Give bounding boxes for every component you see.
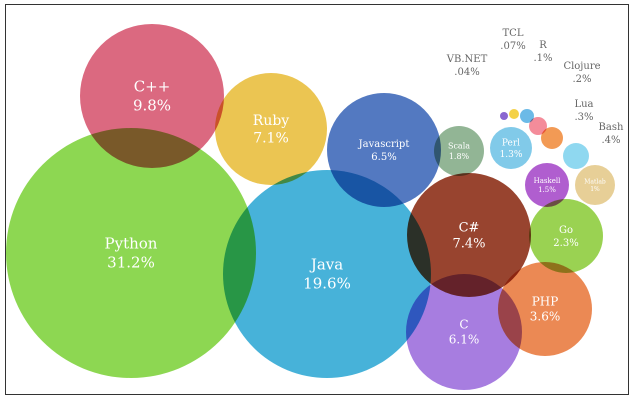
- bubble-label-vb-net: VB.NET: [446, 54, 488, 65]
- bubble-label-c: C: [459, 318, 468, 332]
- bubble-label-perl: Perl: [502, 138, 520, 148]
- bubble-label-python: Python: [105, 235, 158, 253]
- bubble-value-bash: .4%: [601, 135, 620, 146]
- bubble-value-scala: 1.8%: [449, 152, 470, 161]
- bubble-bash: [563, 143, 589, 169]
- bubble-value-perl: 1.3%: [500, 150, 523, 160]
- bubble-haskell: [525, 163, 569, 207]
- bubble-label-ruby: Ruby: [253, 113, 290, 129]
- bubble-value-php: 3.6%: [530, 310, 561, 324]
- bubble-label-java: Java: [309, 256, 343, 274]
- bubble-c: [407, 173, 531, 297]
- bubble-value-clojure: .2%: [572, 74, 591, 85]
- bubble-value-ruby: 7.1%: [253, 131, 289, 147]
- bubble-matlab: [575, 165, 615, 205]
- bubble-label-c: C++: [134, 78, 171, 96]
- bubble-ruby: [215, 73, 327, 185]
- bubble-scala: [434, 126, 484, 176]
- bubble-value-java: 19.6%: [303, 275, 351, 293]
- bubble-label-r: R: [539, 40, 547, 51]
- bubble-label-clojure: Clojure: [563, 61, 600, 72]
- bubble-c: [406, 274, 522, 390]
- bubble-value-c: 6.1%: [449, 333, 480, 347]
- bubble-perl: [490, 127, 532, 169]
- bubble-value-c: 7.4%: [452, 237, 485, 252]
- bubble-tcl: [509, 109, 519, 119]
- bubble-label-haskell: Haskell: [534, 177, 561, 185]
- bubble-label-lua: Lua: [574, 99, 593, 110]
- bubble-label-matlab: Matlab: [584, 178, 606, 185]
- bubble-python: [6, 128, 256, 378]
- bubble-value-c: 9.8%: [133, 97, 171, 115]
- bubble-vb-net: [500, 112, 508, 120]
- bubble-label-javascript: Javascript: [358, 139, 410, 150]
- bubble-c: [80, 24, 224, 168]
- bubble-go: [529, 199, 603, 273]
- bubble-label-tcl: TCL: [503, 28, 524, 39]
- bubble-java: [223, 170, 431, 378]
- bubble-value-vb-net: .04%: [454, 67, 479, 78]
- bubble-value-lua: .3%: [574, 112, 593, 123]
- bubble-label-c: C#: [459, 220, 480, 235]
- bubble-javascript: [327, 93, 441, 207]
- bubble-php: [498, 262, 592, 356]
- bubble-value-tcl: .07%: [500, 41, 525, 52]
- bubble-lua: [541, 127, 563, 149]
- chart-frame: Python 31.2% Java 19.6% C++ 9.8% Ruby 7.1% C# 7.4…: [5, 4, 629, 395]
- bubble-value-r: .1%: [533, 53, 552, 64]
- bubble-clojure: [529, 117, 547, 135]
- bubble-value-python: 31.2%: [107, 254, 155, 272]
- bubble-value-javascript: 6.5%: [371, 152, 396, 163]
- bubble-label-go: Go: [559, 225, 573, 236]
- bubble-label-bash: Bash: [599, 122, 624, 133]
- bubble-value-go: 2.3%: [553, 238, 578, 249]
- bubble-label-php: PHP: [532, 295, 559, 309]
- bubble-r: [520, 109, 534, 123]
- bubble-label-scala: Scala: [448, 142, 470, 151]
- bubble-value-haskell: 1.5%: [538, 186, 556, 194]
- bubble-value-matlab: 1%: [590, 186, 600, 193]
